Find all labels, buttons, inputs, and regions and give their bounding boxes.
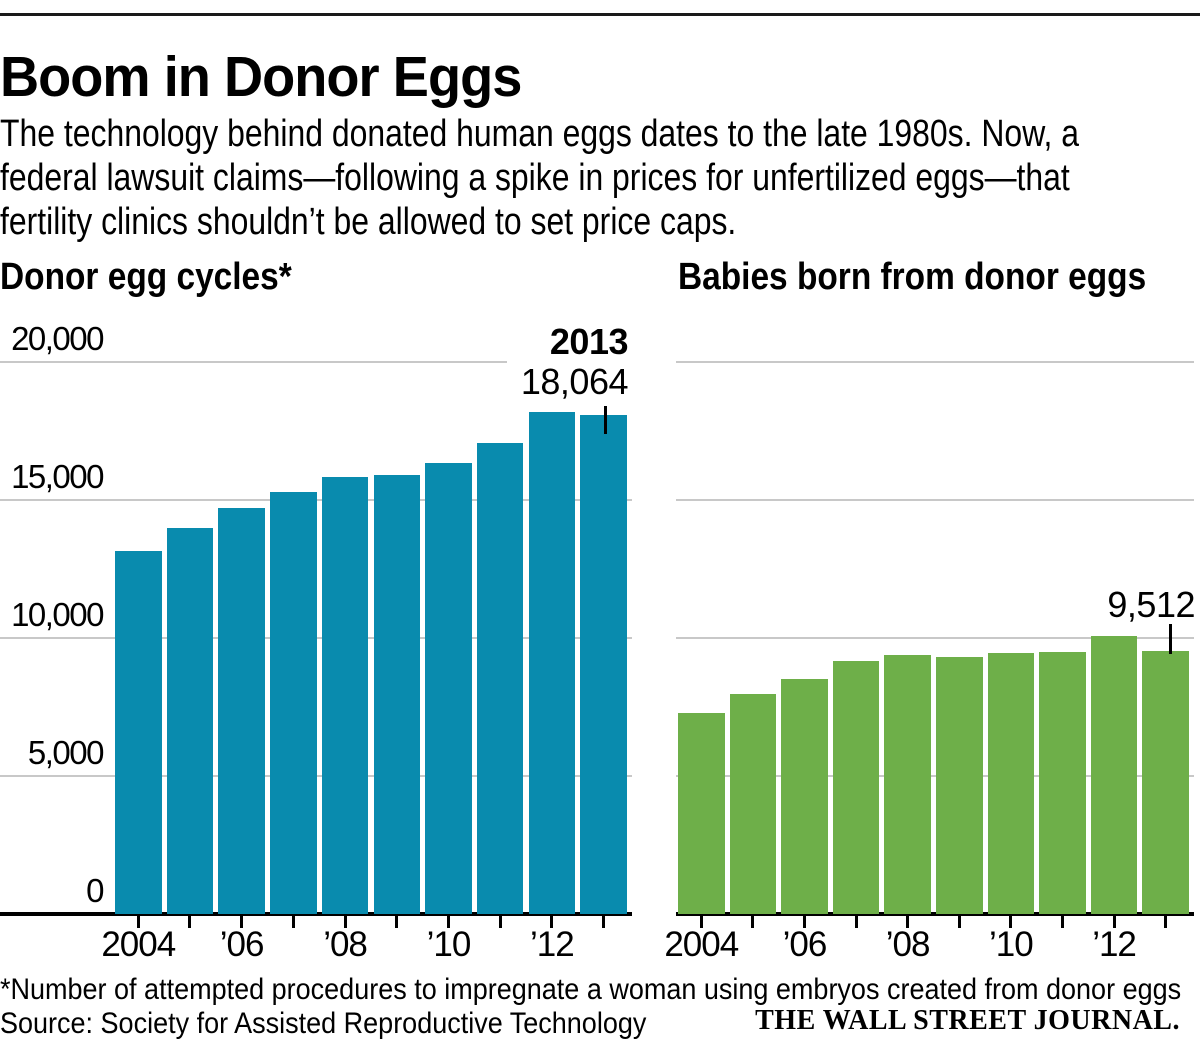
bar-2005 — [729, 693, 777, 914]
bar-2004 — [115, 551, 162, 914]
subtitle-line: fertility clinics shouldn’t be allowed t… — [0, 201, 737, 243]
x-axis-label: ’06 — [219, 925, 265, 964]
x-axis-label: ’12 — [529, 925, 575, 964]
right-chart-title: Babies born from donor eggs — [678, 256, 1147, 298]
gridline — [676, 499, 1194, 501]
right-chart-annotation: 9,512 — [1107, 585, 1195, 625]
axis-tick — [1009, 916, 1013, 928]
subtitle: The technology behind donated human eggs… — [0, 112, 1200, 244]
right-annotation-callout-line — [1169, 624, 1172, 654]
x-axis-label: ’10 — [426, 925, 472, 964]
bar-2004 — [678, 712, 725, 914]
axis-tick — [395, 916, 399, 928]
y-axis-label: 10,000 — [11, 596, 104, 633]
y-axis-label: 0 — [86, 872, 104, 909]
x-axis-label: 2004 — [101, 925, 176, 964]
bar-2006 — [781, 678, 828, 914]
x-axis-label: ’08 — [323, 925, 368, 964]
x-axis-line — [676, 912, 1194, 916]
bar-2013 — [580, 415, 627, 914]
axis-tick — [291, 916, 295, 928]
axis-tick — [498, 916, 502, 928]
source-line: Source: Society for Assisted Reproductiv… — [0, 1007, 647, 1040]
annotation-value-label: 9,512 — [1107, 584, 1195, 625]
axis-tick — [802, 916, 806, 928]
x-axis-label: ’06 — [782, 925, 828, 964]
gridline — [676, 775, 1194, 777]
axis-tick — [906, 916, 910, 928]
axis-tick — [751, 916, 755, 928]
axis-tick — [602, 916, 606, 928]
top-rule — [0, 13, 1200, 16]
footnote: *Number of attempted procedures to impre… — [0, 973, 1182, 1006]
bar-2009 — [373, 475, 420, 914]
axis-tick — [699, 916, 703, 928]
bar-2005 — [166, 527, 214, 914]
bar-2006 — [218, 508, 265, 914]
x-axis-label: ’08 — [885, 925, 931, 964]
axis-tick — [1112, 916, 1116, 928]
bar-2008 — [884, 654, 931, 914]
axis-tick — [1060, 916, 1064, 928]
x-axis-label: ’12 — [1092, 925, 1137, 964]
page-title: Boom in Donor Eggs — [0, 45, 522, 109]
bar-2007 — [832, 661, 880, 914]
axis-tick — [240, 916, 244, 928]
x-axis-label: ’10 — [988, 925, 1034, 964]
bar-2009 — [936, 657, 983, 914]
left-chart-annotation: 2013 18,064 — [506, 321, 629, 402]
axis-tick — [136, 916, 140, 928]
left-chart-title: Donor egg cycles* — [0, 256, 292, 298]
y-axis-label: 5,000 — [27, 734, 105, 771]
subtitle-line: federal lawsuit claims—following a spike… — [0, 157, 1070, 199]
x-axis-label: 2004 — [664, 925, 739, 964]
left-annotation-callout-line — [604, 406, 607, 434]
axis-tick — [550, 916, 554, 928]
axis-tick — [1164, 916, 1168, 928]
axis-tick — [446, 916, 450, 928]
gridline — [676, 637, 1194, 639]
x-axis-line — [0, 912, 632, 916]
axis-tick — [343, 916, 347, 928]
bar-2011 — [476, 443, 524, 914]
gridline — [676, 361, 1194, 363]
subtitle-line: The technology behind donated human eggs… — [0, 113, 1079, 155]
y-axis-label: 20,000 — [11, 320, 104, 357]
annotation-year-label: 2013 — [549, 321, 629, 362]
bar-2011 — [1039, 651, 1086, 914]
gridline — [0, 361, 521, 363]
wsj-brand-logo: THE WALL STREET JOURNAL. — [755, 1005, 1180, 1036]
axis-tick — [957, 916, 961, 928]
axis-tick — [188, 916, 192, 928]
bar-2010 — [425, 462, 472, 914]
bar-2007 — [270, 491, 317, 914]
axis-tick — [854, 916, 858, 928]
annotation-value-label: 18,064 — [520, 361, 629, 402]
bar-2008 — [321, 476, 369, 914]
bar-2012 — [1090, 635, 1138, 914]
bar-2013 — [1142, 651, 1189, 914]
y-axis-label: 15,000 — [11, 458, 104, 495]
bar-2012 — [528, 411, 576, 914]
bar-2010 — [987, 652, 1035, 914]
